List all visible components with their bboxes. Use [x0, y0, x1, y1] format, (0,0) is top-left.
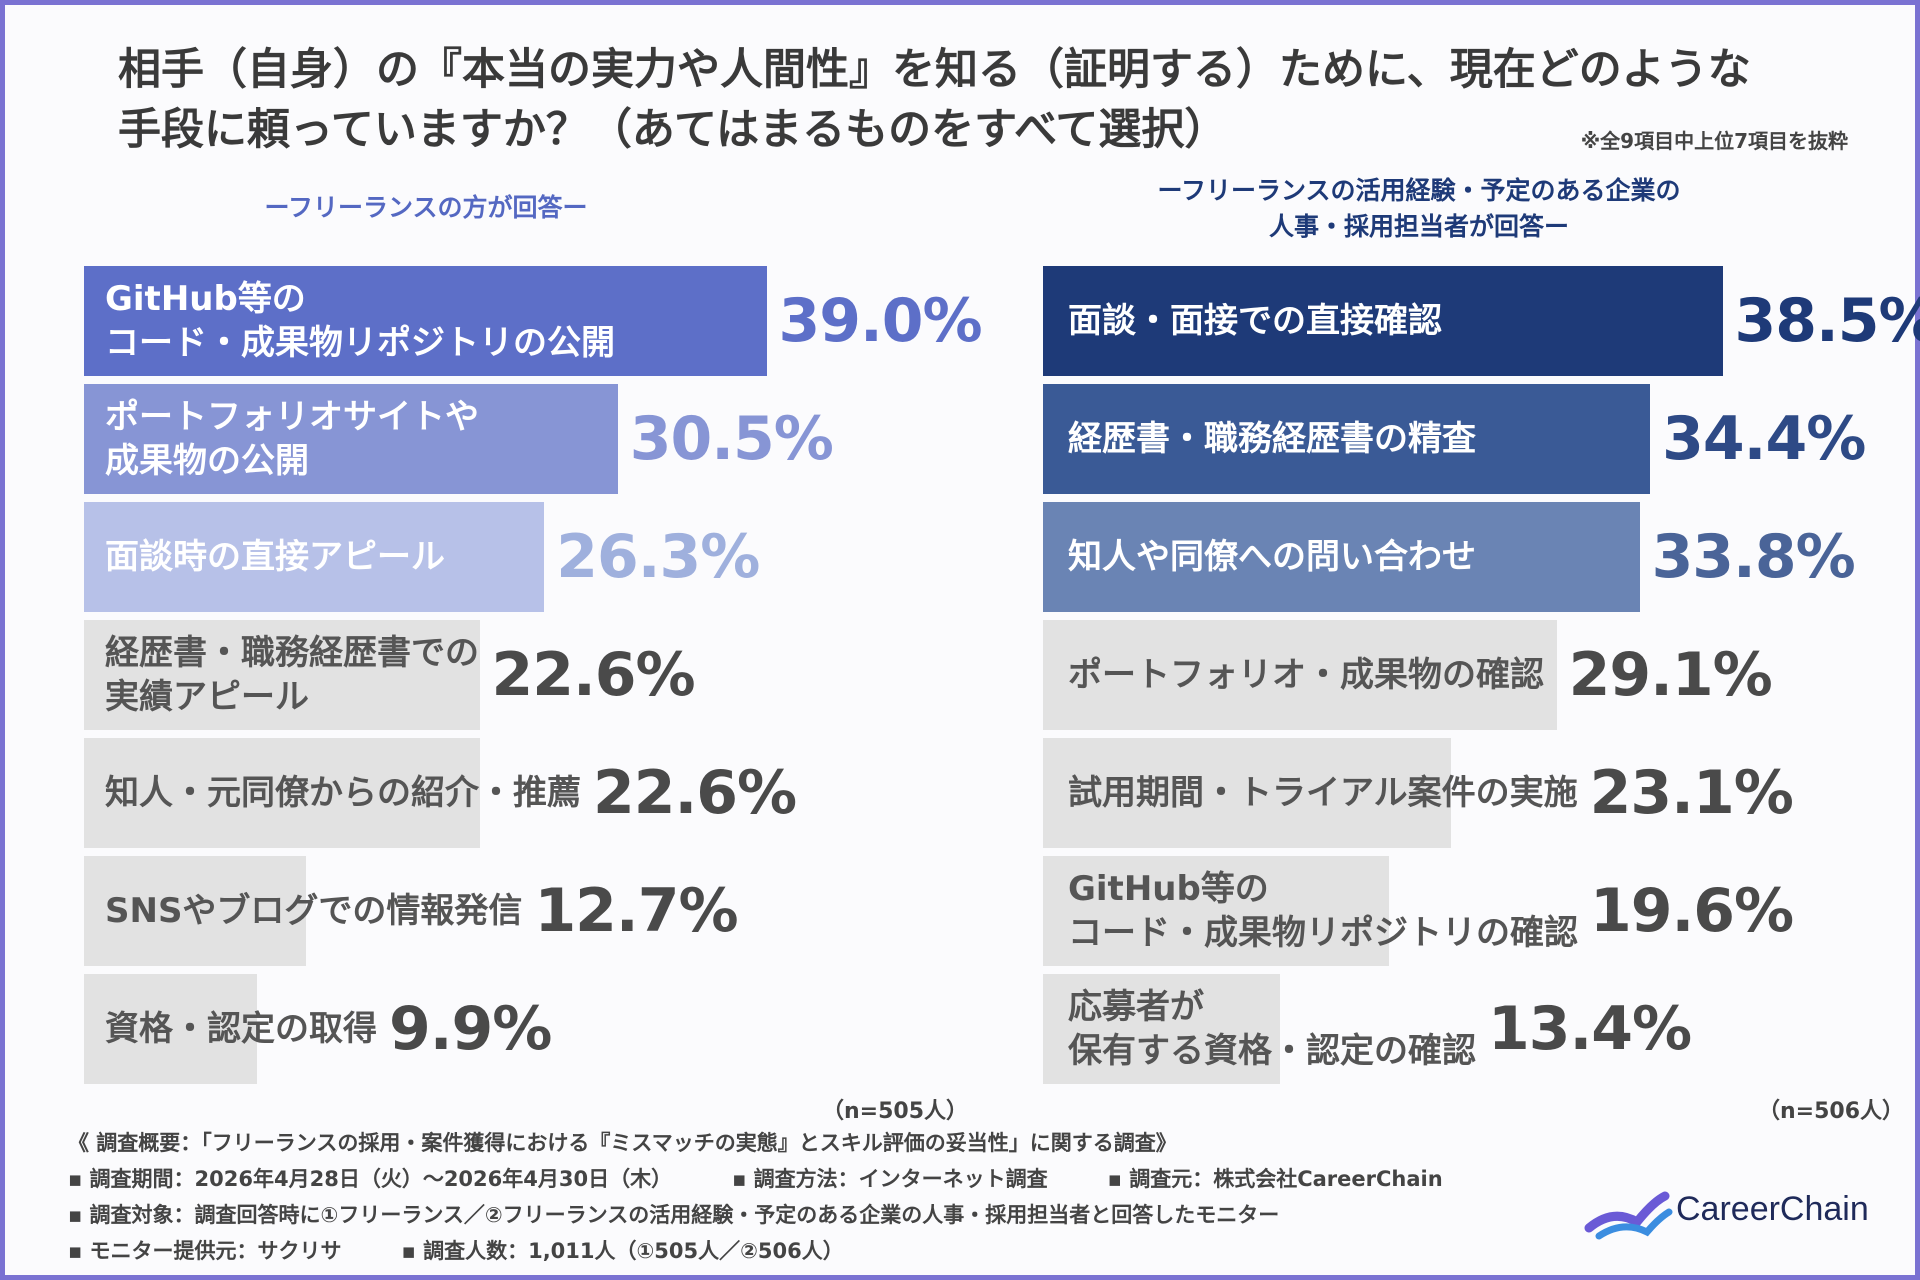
survey-target: ▪ 調査対象：調査回答時に①フリーランス／②フリーランスの活用経験・予定のある企… [68, 1203, 1280, 1227]
right-heading-line-1: ーフリーランスの活用経験・予定のある企業の [1157, 176, 1681, 205]
bar-category-line: SNSやブログでの情報発信 [105, 891, 523, 931]
bar [1043, 266, 1723, 376]
bar [84, 266, 767, 376]
bar-value-label: 22.6% [491, 640, 696, 710]
bar-value-label: 9.9% [389, 994, 552, 1064]
right-sample-size: （n=506人） [1758, 1099, 1905, 1124]
bar-category-label: 応募者が 保有する資格・認定の確認 [1068, 985, 1476, 1073]
bar-category-label: SNSやブログでの情報発信 [105, 889, 522, 933]
bar-category-line: 実績アピール [105, 677, 309, 717]
bar [1043, 620, 1557, 730]
bar [84, 974, 258, 1084]
bar-category-line: 試用期間・トライアル案件の実施 [1068, 773, 1578, 813]
subset-note: ※全9項目中上位7項目を抜粋 [1580, 129, 1848, 153]
title-line-2: 手段に頼っていますか？（あてはまるものをすべて選択） [118, 105, 1228, 155]
bar [84, 738, 480, 848]
bar-category-line: 資格・認定の取得 [105, 1009, 377, 1049]
bar-category-line: ポートフォリオサイトや [105, 397, 479, 437]
bar-category-line: 成果物の公開 [105, 441, 309, 481]
bar-category-label: 経歴書・職務経歴書での 実績アピール [105, 631, 479, 719]
bar-category-label: 試用期間・トライアル案件の実施 [1068, 771, 1578, 815]
survey-period: ▪ 調査期間：2026年4月28日（火）〜2026年4月30日（木） [68, 1167, 673, 1191]
survey-summary: 《 調査概要：「フリーランスの採用・案件獲得における『ミスマッチの実態』とスキル… [68, 1125, 1568, 1269]
bar-value-label: 23.1% [1589, 758, 1794, 828]
bar-category-label: ポートフォリオ・成果物の確認 [1068, 653, 1544, 697]
bar-value-label: 19.6% [1590, 876, 1794, 946]
bar-value-label: 33.8% [1651, 522, 1856, 592]
survey-count: ▪ 調査人数：1,011人（①505人／②506人） [401, 1239, 844, 1263]
survey-provider: ▪ モニター提供元：サクリサ [68, 1239, 342, 1263]
title-line-1: 相手（自身）の『本当の実力や人間性』を知る（証明する）ために、現在どのような [118, 45, 1751, 95]
bar-value-label: 34.4% [1662, 404, 1866, 474]
bar-category-label: 資格・認定の取得 [105, 1007, 377, 1051]
left-sample-size: （n=505人） [822, 1099, 969, 1124]
bar-category-label: ポートフォリオサイトや 成果物の公開 [105, 395, 479, 483]
bar-category-line: 面談時の直接アピール [105, 537, 445, 577]
careerchain-logo-icon [1584, 1191, 1673, 1240]
bar-category-line: コード・成果物リポジトリの確認 [1068, 913, 1578, 953]
bar [1043, 738, 1451, 848]
bar-category-line: 知人・元同僚からの紹介・推薦 [105, 773, 581, 813]
left-heading-line: ーフリーランスの方が回答ー [264, 193, 588, 222]
bar-category-line: コード・成果物リポジトリの公開 [105, 323, 615, 363]
right-heading-line-2: 人事・採用担当者が回答ー [1268, 212, 1569, 241]
survey-meta-row: ▪ 調査期間：2026年4月28日（火）〜2026年4月30日（木） ▪ 調査方法… [68, 1161, 1568, 1197]
bar-category-line: ポートフォリオ・成果物の確認 [1068, 655, 1544, 695]
bar [84, 620, 480, 730]
bar-value-label: 30.5% [629, 404, 834, 474]
bar-category-line: 保有する資格・認定の確認 [1068, 1031, 1476, 1071]
bar-category-label: 経歴書・職務経歴書の精査 [1068, 417, 1476, 461]
survey-provider-row: ▪ モニター提供元：サクリサ ▪ 調査人数：1,011人（①505人／②506人） [68, 1233, 1568, 1269]
bar-category-label: 知人や同僚への問い合わせ [1068, 535, 1476, 579]
bar-value-label: 38.5% [1734, 286, 1920, 356]
bar-category-label: 面談時の直接アピール [105, 535, 445, 579]
bar-category-line: 経歴書・職務経歴書での [105, 633, 479, 673]
bar [84, 384, 618, 494]
bar [1043, 974, 1280, 1084]
bar [84, 502, 545, 612]
bar [1043, 384, 1651, 494]
careerchain-logo-text: CareerChain [1676, 1190, 1869, 1228]
bar [1043, 856, 1389, 966]
bar-category-line: 面談・面接での直接確認 [1068, 301, 1442, 341]
right-panel-heading: ーフリーランスの活用経験・予定のある企業の 人事・採用担当者が回答ー [1043, 173, 1795, 245]
bar-category-line: 知人や同僚への問い合わせ [1068, 537, 1476, 577]
bar-category-line: 応募者が [1068, 987, 1204, 1027]
page-title: 相手（自身）の『本当の実力や人間性』を知る（証明する）ために、現在どのような 手… [118, 40, 1878, 160]
left-panel-heading: ーフリーランスの方が回答ー [84, 190, 768, 226]
survey-source: ▪ 調査元：株式会社CareerChain [1107, 1167, 1443, 1191]
bar-value-label: 39.0% [778, 286, 983, 356]
bar-value-label: 13.4% [1488, 994, 1692, 1064]
bar-category-label: 面談・面接での直接確認 [1068, 299, 1442, 343]
bar-category-line: 経歴書・職務経歴書の精査 [1068, 419, 1476, 459]
bar [84, 856, 307, 966]
survey-summary-title: 《 調査概要：「フリーランスの採用・案件獲得における『ミスマッチの実態』とスキル… [68, 1131, 1177, 1155]
bar-value-label: 29.1% [1568, 640, 1773, 710]
bar-value-label: 22.6% [593, 758, 797, 828]
bar-category-line: GitHub等の [105, 279, 306, 319]
bar-category-label: GitHub等の コード・成果物リポジトリの公開 [105, 277, 615, 365]
bar-category-label: 知人・元同僚からの紹介・推薦 [105, 771, 581, 815]
bar-value-label: 12.7% [534, 876, 738, 946]
bar-category-line: GitHub等の [1068, 869, 1269, 909]
bar-category-label: GitHub等の コード・成果物リポジトリの確認 [1068, 867, 1578, 955]
survey-method: ▪ 調査方法：インターネット調査 [732, 1167, 1048, 1191]
bar [1043, 502, 1640, 612]
bar-value-label: 26.3% [556, 522, 760, 592]
